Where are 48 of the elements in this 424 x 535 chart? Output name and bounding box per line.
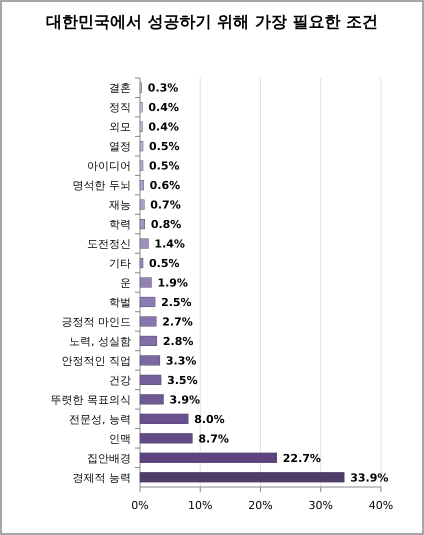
- data-label: 22.7%: [282, 452, 321, 465]
- data-label: 0.7%: [150, 198, 181, 212]
- y-tick-label: 집안배경: [87, 452, 131, 465]
- data-label: 0.8%: [150, 218, 182, 232]
- y-tick-label: 아이디어: [87, 160, 131, 173]
- y-tick-label: 열정: [109, 140, 131, 154]
- y-tick-label: 운: [120, 276, 131, 290]
- y-tick-label: 인맥: [109, 432, 131, 446]
- data-label: 33.9%: [350, 471, 388, 484]
- chart-title: 대한민국에서 성공하기 위해 가장 필요한 조건: [46, 12, 378, 31]
- y-tick-label: 학력: [109, 218, 131, 232]
- data-label: 3.5%: [167, 374, 198, 387]
- data-label: 3.3%: [166, 354, 196, 368]
- data-label: 0.5%: [149, 257, 180, 270]
- y-tick-label: 명석한 두뇌: [72, 179, 131, 192]
- data-label: 3.9%: [169, 393, 200, 406]
- y-tick-label: 안정적인 직업: [62, 354, 131, 368]
- data-label: 0.4%: [148, 101, 179, 114]
- data-label: 0.3%: [148, 82, 178, 95]
- y-tick-label: 건강: [109, 374, 131, 387]
- y-tick-label: 전문성, 능력: [69, 412, 131, 426]
- y-tick-label: 경제적 능력: [72, 471, 131, 484]
- y-tick-label: 긍정적 마인드: [62, 315, 131, 328]
- data-label: 8.7%: [198, 432, 229, 446]
- y-tick-label: 노력, 성실함: [69, 334, 131, 348]
- data-label: 0.5%: [149, 160, 180, 173]
- data-label: 0.4%: [148, 120, 179, 134]
- data-label: 2.7%: [162, 315, 193, 328]
- y-tick-label: 외모: [109, 120, 131, 134]
- x-tick-label: 10%: [188, 499, 212, 512]
- y-tick-label: 기타: [109, 257, 131, 270]
- y-tick-label: 결혼: [109, 82, 131, 95]
- data-label: 1.4%: [154, 238, 185, 251]
- x-tick-label: 40%: [368, 499, 394, 512]
- x-tick-label: 0%: [131, 499, 149, 512]
- y-tick-label: 도전정신: [87, 238, 131, 251]
- data-label: 1.9%: [157, 276, 188, 290]
- data-label: 2.5%: [161, 296, 192, 309]
- data-label: 8.0%: [194, 412, 225, 426]
- y-tick-label: 학벌: [109, 296, 131, 309]
- data-label: 0.5%: [149, 140, 180, 154]
- y-tick-label: 뚜렷한 목표의식: [50, 393, 131, 406]
- x-tick-label: 30%: [308, 499, 333, 512]
- y-tick-label: 재능: [109, 198, 131, 212]
- data-label: 2.8%: [162, 334, 194, 348]
- data-label: 0.6%: [150, 179, 180, 192]
- x-tick-label: 20%: [248, 499, 273, 512]
- y-tick-label: 정직: [109, 101, 131, 114]
